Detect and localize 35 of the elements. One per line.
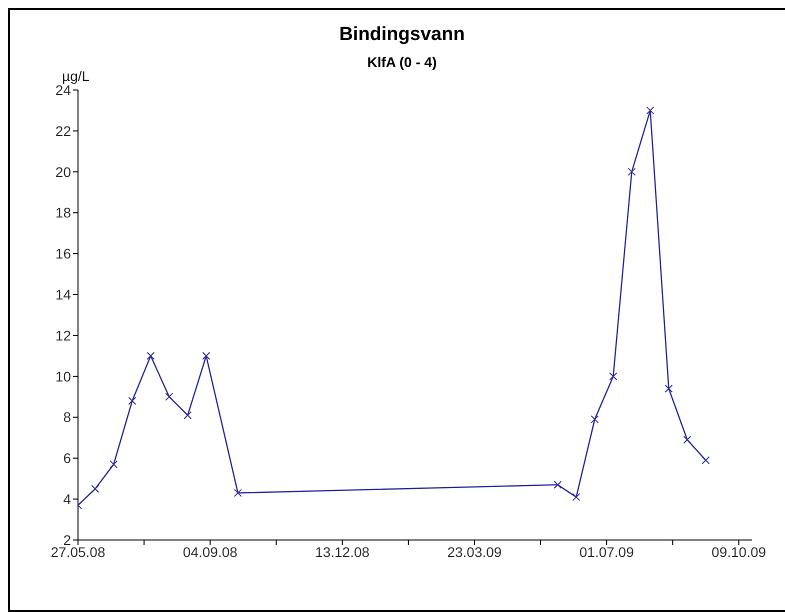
point [646, 106, 654, 114]
point [234, 488, 242, 497]
point [609, 372, 618, 380]
point [664, 384, 673, 393]
y-tick-label: 14 [55, 286, 72, 303]
y-tick-label: 12 [55, 327, 72, 344]
x-tick-label: 23.03.09 [447, 544, 502, 560]
point [683, 436, 692, 444]
y-tick-label: 6 [63, 450, 72, 466]
point [590, 415, 599, 424]
point [702, 456, 710, 464]
y-tick-label: 16 [55, 246, 72, 262]
point [202, 352, 210, 360]
point [110, 460, 118, 468]
x-tick-label: 09.10.09 [712, 544, 766, 560]
y-tick-label: 22 [55, 122, 72, 139]
point [165, 392, 174, 401]
x-tick-label: 01.07.09 [579, 544, 634, 560]
y-tick-label: 10 [55, 368, 72, 384]
chart-title: Bindingsvann [338, 24, 466, 46]
x-tick-label: 04.09.08 [182, 544, 238, 560]
y-tick-label: 20 [55, 164, 72, 180]
point [184, 411, 192, 420]
y-tick-label: 18 [55, 204, 72, 221]
chart-subtitle: KlfA (0 - 4) [367, 54, 437, 70]
point [572, 493, 580, 502]
y-tick-label: 8 [63, 409, 72, 426]
point [91, 484, 100, 493]
point [146, 352, 155, 360]
point [628, 168, 636, 176]
x-tick-label: 13.12.08 [315, 544, 370, 560]
point [128, 396, 136, 405]
point [554, 480, 562, 489]
y-tick-label: 4 [63, 491, 72, 508]
y-axis-title: µg/L [62, 68, 90, 84]
